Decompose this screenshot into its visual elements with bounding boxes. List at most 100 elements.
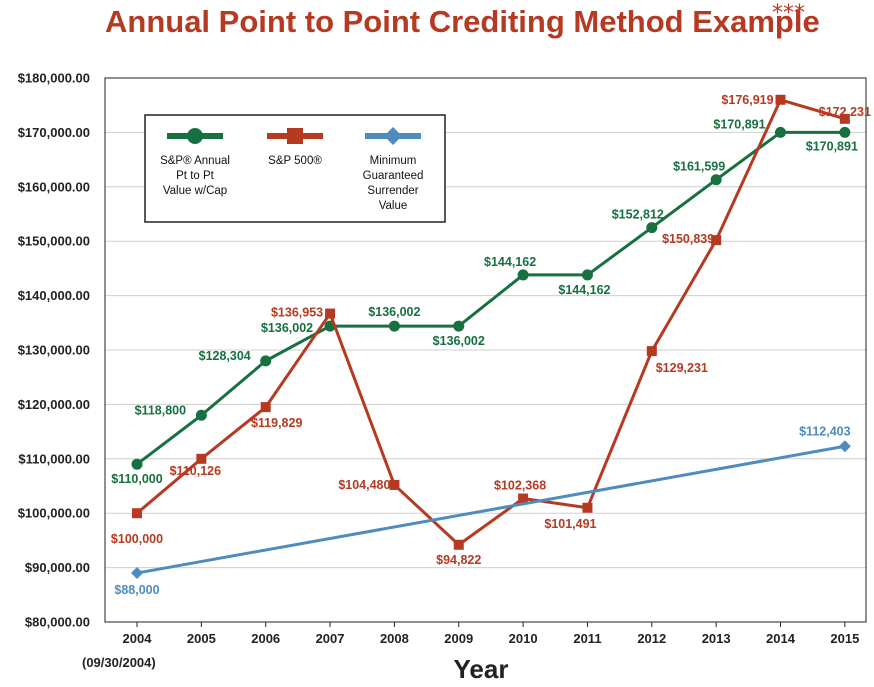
data-point <box>710 174 722 186</box>
data-label: $100,000 <box>111 532 163 546</box>
series-line-sp500 <box>136 98 846 547</box>
y-tick-label: $170,000.00 <box>18 125 90 140</box>
data-label: $136,002 <box>433 334 485 348</box>
data-point <box>132 508 142 519</box>
x-axis-title: Year <box>454 654 509 684</box>
y-axis-ticks: $80,000.00 $90,000.00 $100,000.00 $110,000.… <box>18 71 90 630</box>
chart-title: Annual Point to Point Crediting Method E… <box>105 1 820 39</box>
data-label: $128,304 <box>199 349 251 363</box>
data-label: $110,000 <box>111 472 162 486</box>
series-sp500 <box>132 94 850 550</box>
data-label: $136,953 <box>271 306 323 320</box>
data-label: $144,162 <box>558 283 610 297</box>
start-date-note: (09/30/2004) <box>82 655 156 670</box>
y-tick-label: $90,000.00 <box>25 560 90 575</box>
series-line-minimum <box>136 444 846 575</box>
x-tick-label: 2011 <box>573 631 601 646</box>
data-point <box>775 126 786 138</box>
data-point <box>646 346 657 357</box>
legend-item-minimum: Minimum Guaranteed Surrender Value <box>363 127 424 212</box>
data-label: $118,800 <box>135 403 186 417</box>
x-tick-label: 2007 <box>316 631 345 646</box>
data-point <box>839 113 850 124</box>
legend-item-sp500: S&P 500® <box>267 128 323 167</box>
y-tick-label: $150,000.00 <box>18 234 90 249</box>
data-point <box>582 502 593 513</box>
data-point <box>195 409 207 421</box>
x-tick-label: 2010 <box>509 631 538 646</box>
series-layer <box>131 94 851 580</box>
data-label: $119,829 <box>251 416 302 430</box>
data-point <box>517 269 529 281</box>
legend-label: Value w/Cap <box>163 185 227 197</box>
data-point <box>196 453 207 464</box>
x-tick-label: 2013 <box>702 631 731 646</box>
data-label: $172,231 <box>819 105 871 119</box>
data-label: $136,002 <box>368 305 420 319</box>
legend-label: Minimum <box>370 155 417 167</box>
series-line-sp_cap <box>136 130 845 466</box>
x-tick-label: 2015 <box>830 631 859 646</box>
series-sp_cap <box>131 126 851 470</box>
data-label: $110,126 <box>170 464 221 478</box>
y-tick-label: $160,000.00 <box>18 179 90 194</box>
data-point <box>453 539 464 550</box>
data-point <box>775 94 786 105</box>
data-point <box>325 308 336 319</box>
legend-label: Surrender <box>367 185 418 197</box>
data-label: $176,919 <box>721 93 773 107</box>
y-tick-label: $180,000.00 <box>18 71 90 86</box>
x-tick-label: 2012 <box>637 631 666 646</box>
data-point <box>260 355 272 367</box>
y-tick-label: $100,000.00 <box>18 506 90 521</box>
y-tick-label: $120,000.00 <box>18 397 90 412</box>
x-tick-label: 2006 <box>251 631 280 646</box>
data-point <box>388 320 400 332</box>
x-tick-label: 2009 <box>444 631 473 646</box>
data-point <box>518 493 529 504</box>
x-axis-ticks: 2004 2005 2006 2007 2008 2009 2010 2011 2012 2013… <box>123 622 859 646</box>
title-stars: *** <box>772 1 805 26</box>
data-label: $150,839 <box>662 232 714 246</box>
legend-label: Pt to Pt <box>176 170 215 182</box>
data-label: $129,231 <box>656 361 708 375</box>
data-point <box>131 458 143 470</box>
legend-marker <box>384 127 402 145</box>
data-label: $170,891 <box>806 139 858 153</box>
legend: S&P® Annual Pt to Pt Value w/Cap S&P 500® Mi… <box>144 114 446 223</box>
data-labels: $110,000 $118,800 $128,304 $136,002 $136,002… <box>111 93 871 597</box>
data-label: $104,480 <box>338 478 390 492</box>
data-point <box>838 440 851 453</box>
data-point <box>646 222 658 234</box>
data-label: $161,599 <box>673 160 725 174</box>
data-label: $88,000 <box>114 583 159 597</box>
data-point <box>581 269 593 281</box>
x-tick-label: 2014 <box>766 631 796 646</box>
y-tick-label: $110,000.00 <box>18 451 90 466</box>
y-tick-label: $140,000.00 <box>18 288 90 303</box>
x-tick-label: 2005 <box>187 631 216 646</box>
data-label: $102,368 <box>494 479 546 493</box>
data-label: $101,491 <box>544 517 596 531</box>
data-label: $112,403 <box>799 424 850 438</box>
data-label: $170,891 <box>713 117 765 131</box>
x-tick-label: 2004 <box>123 631 153 646</box>
data-point <box>131 567 143 580</box>
data-point <box>389 479 400 490</box>
plot-frame <box>104 77 867 623</box>
data-label: $136,002 <box>261 321 313 335</box>
data-label: $144,162 <box>484 255 536 269</box>
legend-label: S&P 500® <box>268 155 322 167</box>
data-point <box>711 235 722 246</box>
legend-item-sp_cap: S&P® Annual Pt to Pt Value w/Cap <box>160 128 230 197</box>
title-text: Annual Point to Point Crediting Method E… <box>105 4 820 39</box>
legend-marker <box>187 128 203 144</box>
data-label: $152,812 <box>612 208 664 222</box>
legend-marker <box>287 128 303 144</box>
x-tick-label: 2008 <box>380 631 409 646</box>
data-point <box>839 126 851 138</box>
y-tick-label: $80,000.00 <box>25 615 90 630</box>
legend-label: Guaranteed <box>363 170 424 182</box>
data-point <box>453 320 465 332</box>
